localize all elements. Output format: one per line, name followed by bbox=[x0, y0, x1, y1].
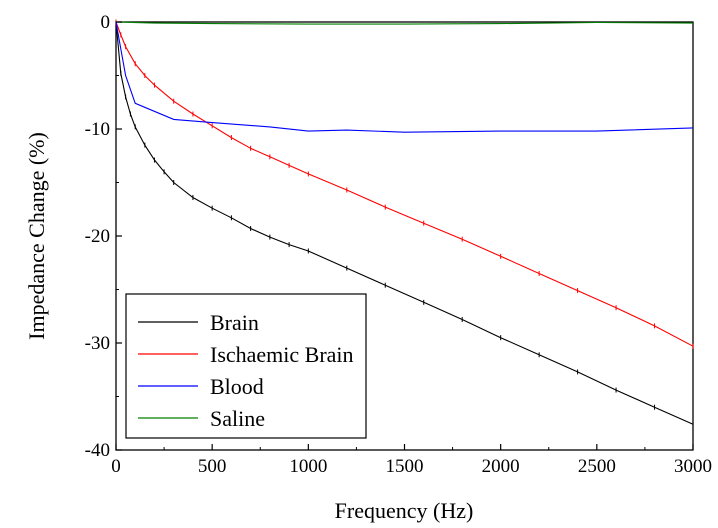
x-tick-label: 2000 bbox=[482, 456, 520, 477]
x-tick-label: 1500 bbox=[386, 456, 424, 477]
x-tick-label: 3000 bbox=[674, 456, 712, 477]
legend-label: Ischaemic Brain bbox=[210, 342, 354, 367]
series-line-ischaemic-brain bbox=[115, 21, 694, 347]
x-tick-label: 0 bbox=[111, 456, 121, 477]
x-axis-title: Frequency (Hz) bbox=[335, 498, 474, 523]
legend: Brain Ischaemic Brain Blood Saline bbox=[125, 293, 367, 439]
y-tick-label: -30 bbox=[85, 333, 110, 354]
y-tick-label: -10 bbox=[85, 119, 110, 140]
y-tick-label: -40 bbox=[85, 440, 110, 461]
series-line-blood bbox=[115, 21, 694, 133]
legend-label: Brain bbox=[210, 310, 259, 335]
series-layer bbox=[115, 19, 694, 427]
y-tick-label: -20 bbox=[85, 226, 110, 247]
y-axis-title: Impedance Change (%) bbox=[24, 132, 49, 340]
legend-box bbox=[125, 293, 367, 439]
ticks-layer: 0 500 1000 1500 2000 2500 3000 0 -10 -20 -30 -40 bbox=[85, 12, 712, 477]
series-line-brain bbox=[115, 21, 694, 425]
series-line-saline bbox=[115, 21, 694, 25]
x-tick-label: 2500 bbox=[578, 456, 616, 477]
legend-label: Saline bbox=[210, 406, 265, 431]
y-tick-label: 0 bbox=[101, 12, 111, 33]
x-tick-label: 1000 bbox=[289, 456, 327, 477]
legend-label: Blood bbox=[210, 374, 264, 399]
x-tick-label: 500 bbox=[198, 456, 227, 477]
